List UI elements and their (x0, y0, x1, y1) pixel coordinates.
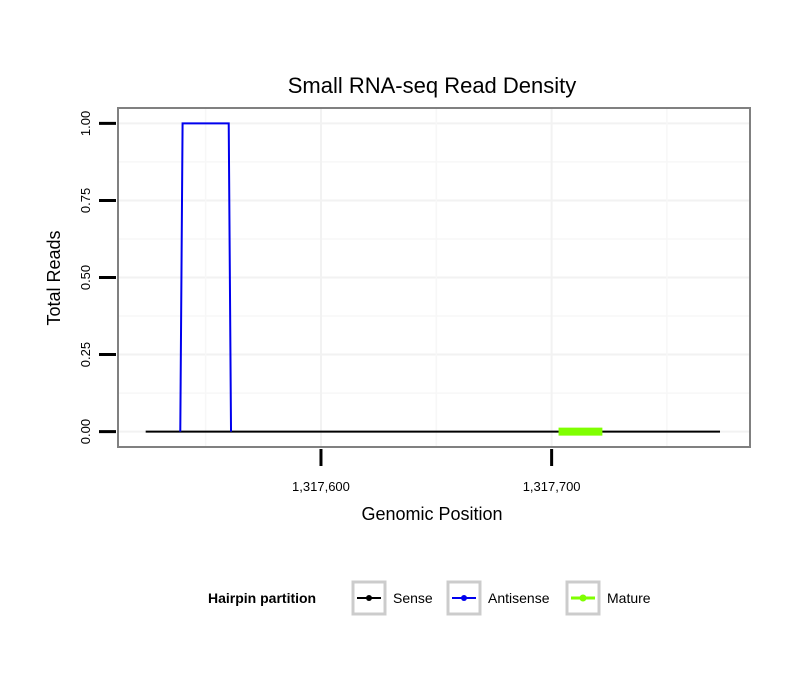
y-axis: 0.00 0.25 0.50 0.75 1.00 (78, 111, 116, 444)
legend-title: Hairpin partition (208, 590, 316, 606)
legend-label-mature: Mature (607, 590, 651, 606)
legend-key-point-antisense (461, 595, 467, 601)
x-axis: 1,317,600 1,317,700 (292, 449, 581, 494)
y-tick-label: 0.75 (78, 188, 93, 213)
y-tick-label: 0.50 (78, 265, 93, 290)
y-tick-label: 0.25 (78, 342, 93, 367)
legend-label-antisense: Antisense (488, 590, 550, 606)
legend-key-point-mature (579, 594, 587, 602)
series-line-antisense (179, 122, 233, 432)
legend-entry-antisense: Antisense (446, 580, 550, 616)
grid-lines (118, 108, 750, 447)
y-axis-title: Total Reads (44, 230, 64, 325)
plot-panel-border (117, 107, 751, 448)
chart-title: Small RNA-seq Read Density (288, 73, 577, 98)
x-tick-label: 1,317,700 (523, 479, 581, 494)
legend-label-sense: Sense (393, 590, 433, 606)
x-axis-title: Genomic Position (361, 504, 502, 524)
legend-entry-sense: Sense (351, 580, 433, 616)
series-layer (145, 122, 721, 436)
legend-key-point-sense (366, 595, 372, 601)
y-tick-label: 1.00 (78, 111, 93, 136)
legend-entry-mature: Mature (565, 580, 651, 616)
x-tick-label: 1,317,600 (292, 479, 350, 494)
y-tick-label: 0.00 (78, 419, 93, 444)
legend: Hairpin partition Sense Antisense Mature (208, 580, 651, 616)
